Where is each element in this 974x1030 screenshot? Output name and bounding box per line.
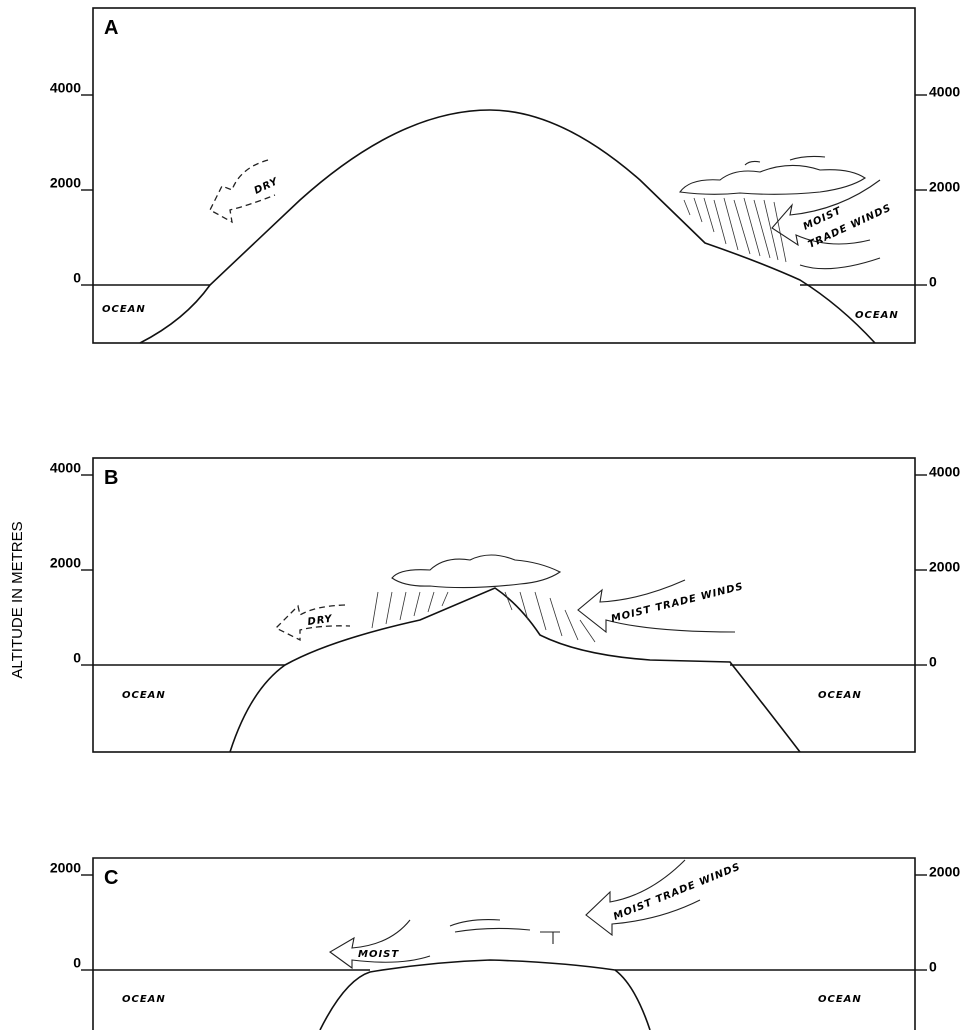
- cloud: [391, 554, 562, 589]
- tick-label: 0: [929, 959, 937, 975]
- tick-label: 2000: [929, 864, 960, 880]
- ocean-label: OCEAN: [122, 994, 166, 1005]
- dry-label: DRY: [253, 176, 281, 197]
- tick-label: 4000: [929, 464, 960, 480]
- ocean-label: OCEAN: [855, 310, 899, 321]
- tick-label: 2000: [929, 559, 960, 575]
- ocean-label: OCEAN: [102, 304, 146, 315]
- ocean-label: OCEAN: [818, 690, 862, 701]
- tick-label: 2000: [50, 175, 81, 191]
- panel-frame: [92, 7, 916, 344]
- cloud-detail: [744, 155, 826, 166]
- tick-label: 2000: [50, 860, 81, 876]
- tick-label: 0: [929, 274, 937, 290]
- tick-label: 4000: [50, 80, 81, 96]
- rain-hatch: [683, 197, 787, 263]
- panel-label: B: [104, 467, 118, 489]
- panel-a: A DRY MOIST TRADE WINDS OCEAN OCEAN: [92, 7, 916, 344]
- island-profile: [229, 587, 801, 753]
- cloud-wisps: [449, 919, 560, 944]
- moist-arrow: [328, 919, 431, 970]
- tick-label: 0: [929, 654, 937, 670]
- moist-label: MOIST: [358, 949, 399, 960]
- panel-c: C MOIST MOIST TRADE WINDS OCEAN OCEAN: [92, 857, 916, 1030]
- panel-label: C: [104, 867, 118, 889]
- moist-arrow: [577, 579, 736, 634]
- moist-trade-winds-label: MOIST TRADE WINDS: [610, 581, 745, 625]
- tick-label: 2000: [929, 179, 960, 195]
- ocean-label: OCEAN: [818, 994, 862, 1005]
- island-profile: [139, 109, 876, 344]
- dry-label: DRY: [307, 613, 334, 628]
- tick-label: 0: [73, 650, 81, 666]
- panel-b: B DRY MOIST TRADE WINDS OCEAN OCEAN: [92, 457, 916, 753]
- dry-arrow: [274, 604, 351, 642]
- y-axis-title: ALTITUDE IN METRES: [9, 521, 26, 678]
- panel-frame: [92, 457, 916, 753]
- tick-label: 2000: [50, 555, 81, 571]
- tick-label: 4000: [50, 460, 81, 476]
- moist-arrow: [771, 179, 881, 270]
- panel-label: A: [104, 17, 118, 39]
- tick-label: 4000: [929, 84, 960, 100]
- cloud: [679, 164, 866, 195]
- moist-trade-winds-label: MOIST TRADE WINDS: [612, 862, 742, 923]
- ocean-label: OCEAN: [122, 690, 166, 701]
- tick-label: 0: [73, 270, 81, 286]
- tick-label: 0: [73, 955, 81, 971]
- moist-trade-winds-arrow: [585, 859, 701, 937]
- rain-hatch: [371, 591, 596, 643]
- dry-arrow: [209, 159, 276, 224]
- panel-frame: [92, 857, 916, 1030]
- island-profile: [319, 959, 651, 1030]
